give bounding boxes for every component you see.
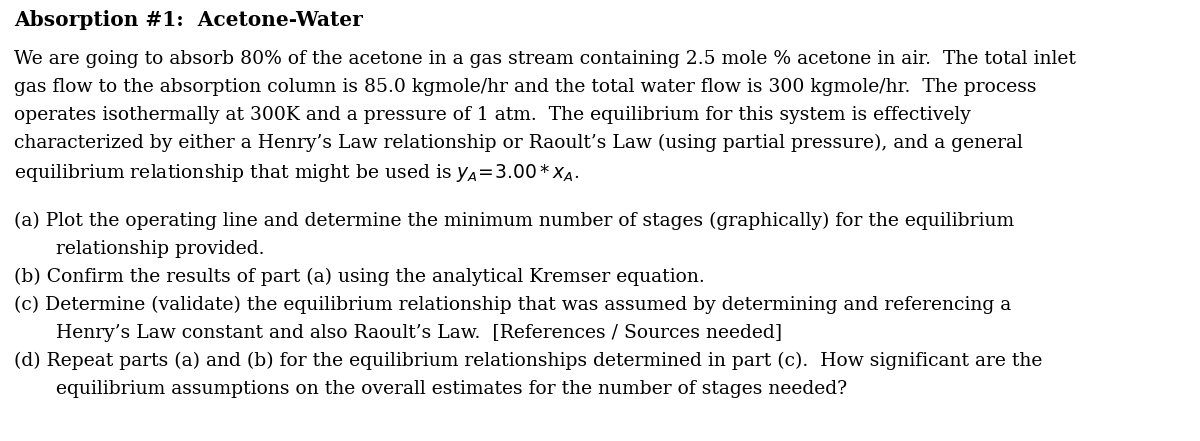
Text: characterized by either a Henry’s Law relationship or Raoult’s Law (using partia: characterized by either a Henry’s Law re…: [14, 134, 1022, 152]
Text: (c) Determine (validate) the equilibrium relationship that was assumed by determ: (c) Determine (validate) the equilibrium…: [14, 296, 1012, 314]
Text: (a) Plot the operating line and determine the minimum number of stages (graphica: (a) Plot the operating line and determin…: [14, 212, 1014, 230]
Text: equilibrium assumptions on the overall estimates for the number of stages needed: equilibrium assumptions on the overall e…: [56, 380, 847, 398]
Text: We are going to absorb 80% of the acetone in a gas stream containing 2.5 mole % : We are going to absorb 80% of the aceton…: [14, 50, 1076, 68]
Text: Henry’s Law constant and also Raoult’s Law.  [References / Sources needed]: Henry’s Law constant and also Raoult’s L…: [56, 324, 782, 342]
Text: Absorption #1:  Acetone-Water: Absorption #1: Acetone-Water: [14, 10, 362, 30]
Text: (b) Confirm the results of part (a) using the analytical Kremser equation.: (b) Confirm the results of part (a) usin…: [14, 268, 704, 286]
Text: (d) Repeat parts (a) and (b) for the equilibrium relationships determined in par: (d) Repeat parts (a) and (b) for the equ…: [14, 352, 1043, 370]
Text: relationship provided.: relationship provided.: [56, 240, 264, 258]
Text: operates isothermally at 300K and a pressure of 1 atm.  The equilibrium for this: operates isothermally at 300K and a pres…: [14, 106, 971, 124]
Text: equilibrium relationship that might be used is $y_A\!=\!3.00*x_A$.: equilibrium relationship that might be u…: [14, 162, 580, 184]
Text: gas flow to the absorption column is 85.0 kgmole/hr and the total water flow is : gas flow to the absorption column is 85.…: [14, 78, 1037, 96]
